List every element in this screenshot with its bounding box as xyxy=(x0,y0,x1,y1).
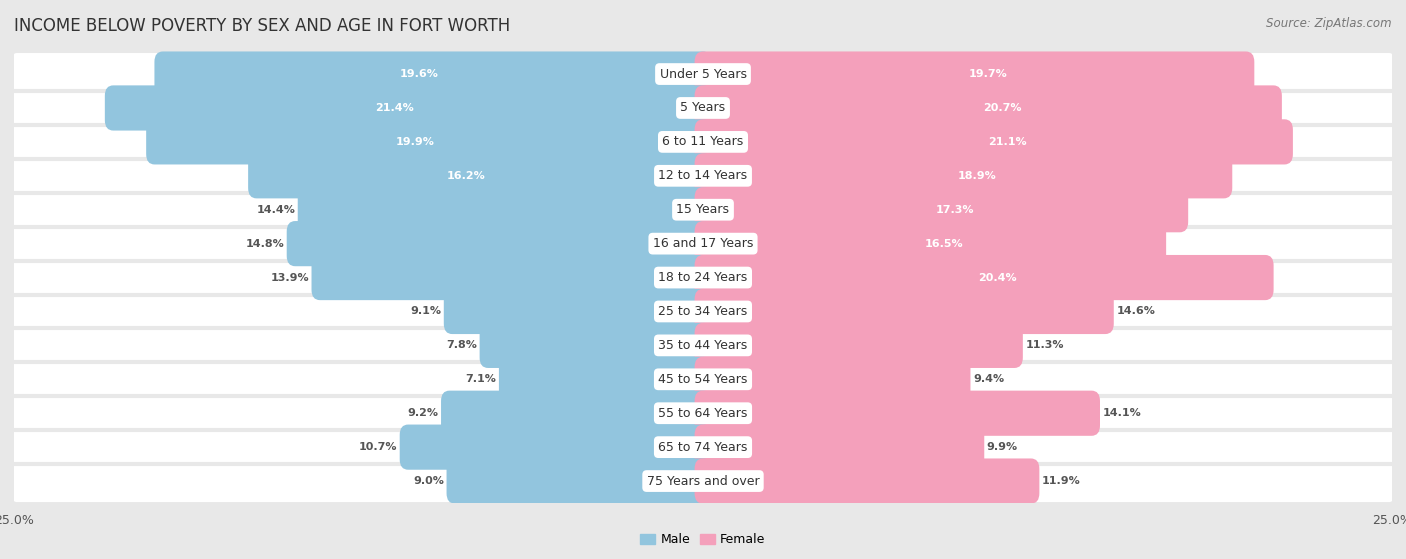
Legend: Male, Female: Male, Female xyxy=(636,528,770,551)
Text: 9.9%: 9.9% xyxy=(987,442,1018,452)
FancyBboxPatch shape xyxy=(13,222,1393,264)
Text: 9.0%: 9.0% xyxy=(413,476,444,486)
FancyBboxPatch shape xyxy=(441,391,711,436)
Text: 55 to 64 Years: 55 to 64 Years xyxy=(658,407,748,420)
Text: 9.1%: 9.1% xyxy=(411,306,441,316)
Text: 35 to 44 Years: 35 to 44 Years xyxy=(658,339,748,352)
FancyBboxPatch shape xyxy=(695,289,1114,334)
Text: 14.8%: 14.8% xyxy=(246,239,284,249)
Text: 11.9%: 11.9% xyxy=(1042,476,1081,486)
Text: Under 5 Years: Under 5 Years xyxy=(659,68,747,80)
Text: 13.9%: 13.9% xyxy=(270,273,309,282)
FancyBboxPatch shape xyxy=(695,153,1232,198)
Text: 10.7%: 10.7% xyxy=(359,442,396,452)
Text: 19.6%: 19.6% xyxy=(399,69,439,79)
FancyBboxPatch shape xyxy=(444,289,711,334)
Text: 19.7%: 19.7% xyxy=(969,69,1008,79)
FancyBboxPatch shape xyxy=(695,86,1282,131)
FancyBboxPatch shape xyxy=(298,187,711,233)
FancyBboxPatch shape xyxy=(13,460,1393,502)
FancyBboxPatch shape xyxy=(13,358,1393,400)
Text: 6 to 11 Years: 6 to 11 Years xyxy=(662,135,744,148)
FancyBboxPatch shape xyxy=(695,391,1099,436)
FancyBboxPatch shape xyxy=(155,51,711,97)
Text: 12 to 14 Years: 12 to 14 Years xyxy=(658,169,748,182)
FancyBboxPatch shape xyxy=(447,458,711,504)
FancyBboxPatch shape xyxy=(13,426,1393,468)
Text: 14.6%: 14.6% xyxy=(1116,306,1156,316)
Text: 5 Years: 5 Years xyxy=(681,102,725,115)
Text: 20.7%: 20.7% xyxy=(983,103,1021,113)
Text: 14.4%: 14.4% xyxy=(256,205,295,215)
Text: 14.1%: 14.1% xyxy=(1102,408,1142,418)
Text: Source: ZipAtlas.com: Source: ZipAtlas.com xyxy=(1267,17,1392,30)
FancyBboxPatch shape xyxy=(13,257,1393,299)
FancyBboxPatch shape xyxy=(247,153,711,198)
Text: 16 and 17 Years: 16 and 17 Years xyxy=(652,237,754,250)
Text: 16.5%: 16.5% xyxy=(925,239,963,249)
Text: 18 to 24 Years: 18 to 24 Years xyxy=(658,271,748,284)
FancyBboxPatch shape xyxy=(499,357,711,402)
FancyBboxPatch shape xyxy=(312,255,711,300)
FancyBboxPatch shape xyxy=(105,86,711,131)
FancyBboxPatch shape xyxy=(695,323,1022,368)
FancyBboxPatch shape xyxy=(695,458,1039,504)
Text: 7.1%: 7.1% xyxy=(465,375,496,384)
FancyBboxPatch shape xyxy=(146,119,711,164)
FancyBboxPatch shape xyxy=(695,255,1274,300)
FancyBboxPatch shape xyxy=(13,53,1393,95)
FancyBboxPatch shape xyxy=(695,119,1294,164)
Text: 45 to 54 Years: 45 to 54 Years xyxy=(658,373,748,386)
FancyBboxPatch shape xyxy=(13,324,1393,366)
FancyBboxPatch shape xyxy=(13,121,1393,163)
FancyBboxPatch shape xyxy=(13,189,1393,231)
Text: 19.9%: 19.9% xyxy=(395,137,434,147)
Text: 11.3%: 11.3% xyxy=(1025,340,1064,350)
Text: 21.1%: 21.1% xyxy=(988,137,1026,147)
FancyBboxPatch shape xyxy=(695,357,970,402)
Text: 75 Years and over: 75 Years and over xyxy=(647,475,759,487)
Text: 9.4%: 9.4% xyxy=(973,375,1004,384)
FancyBboxPatch shape xyxy=(695,51,1254,97)
FancyBboxPatch shape xyxy=(13,291,1393,333)
FancyBboxPatch shape xyxy=(287,221,711,266)
FancyBboxPatch shape xyxy=(695,187,1188,233)
Text: 18.9%: 18.9% xyxy=(957,171,997,181)
Text: 9.2%: 9.2% xyxy=(408,408,439,418)
Text: INCOME BELOW POVERTY BY SEX AND AGE IN FORT WORTH: INCOME BELOW POVERTY BY SEX AND AGE IN F… xyxy=(14,17,510,35)
FancyBboxPatch shape xyxy=(399,424,711,470)
FancyBboxPatch shape xyxy=(13,155,1393,197)
Text: 25 to 34 Years: 25 to 34 Years xyxy=(658,305,748,318)
Text: 16.2%: 16.2% xyxy=(447,171,485,181)
Text: 7.8%: 7.8% xyxy=(446,340,477,350)
FancyBboxPatch shape xyxy=(695,221,1166,266)
FancyBboxPatch shape xyxy=(13,392,1393,434)
FancyBboxPatch shape xyxy=(13,87,1393,129)
Text: 15 Years: 15 Years xyxy=(676,203,730,216)
Text: 17.3%: 17.3% xyxy=(936,205,974,215)
Text: 65 to 74 Years: 65 to 74 Years xyxy=(658,440,748,454)
FancyBboxPatch shape xyxy=(695,424,984,470)
Text: 21.4%: 21.4% xyxy=(375,103,413,113)
Text: 20.4%: 20.4% xyxy=(979,273,1017,282)
FancyBboxPatch shape xyxy=(479,323,711,368)
